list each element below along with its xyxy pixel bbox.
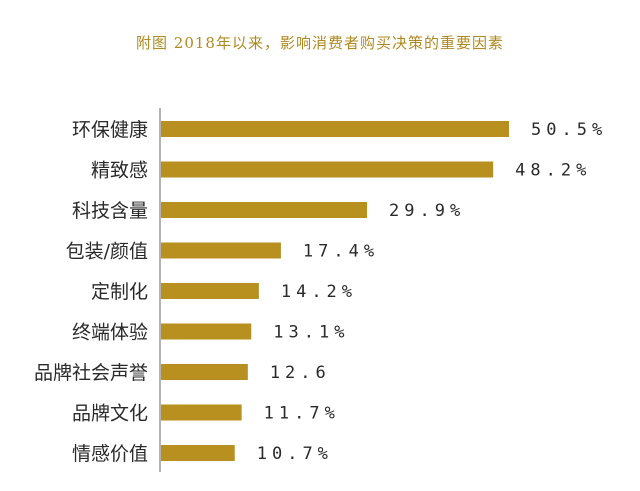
bar-5 [161, 283, 259, 299]
bar-1 [161, 121, 509, 137]
category-label: 情感价值 [72, 443, 148, 465]
value-label: 11.7% [264, 404, 340, 424]
value-label: 13.1% [273, 323, 349, 343]
category-label: 定制化 [91, 281, 148, 303]
value-label: 50.5% [531, 120, 607, 140]
value-label: 14.2% [281, 282, 357, 302]
category-label: 品牌文化 [72, 403, 148, 425]
bar-4 [161, 242, 281, 259]
bar-8 [161, 404, 242, 421]
category-label: 环保健康 [72, 119, 148, 141]
bars-group [161, 121, 509, 461]
value-labels-group: 50.5% 48.2% 29.9% 17.4% 14.2% 13.1% 12.6 11.7% 1… [257, 120, 607, 464]
value-label: 29.9% [389, 201, 465, 221]
bar-9 [161, 445, 235, 461]
bar-7 [161, 364, 248, 380]
bar-2 [161, 161, 494, 178]
value-label: 17.4% [303, 242, 379, 262]
category-label: 精致感 [91, 160, 148, 182]
category-label: 科技含量 [72, 200, 148, 222]
category-label: 包装/颜值 [66, 241, 148, 263]
value-label: 10.7% [257, 444, 333, 464]
bar-6 [161, 323, 252, 340]
bar-3 [161, 202, 368, 218]
value-label: 12.6 [270, 363, 331, 383]
category-label: 品牌社会声誉 [34, 362, 148, 384]
value-label: 48.2% [515, 161, 591, 181]
category-label: 终端体验 [72, 322, 148, 344]
chart-title: 附图 2018年以来，影响消费者购买决策的重要因素 [136, 34, 504, 52]
